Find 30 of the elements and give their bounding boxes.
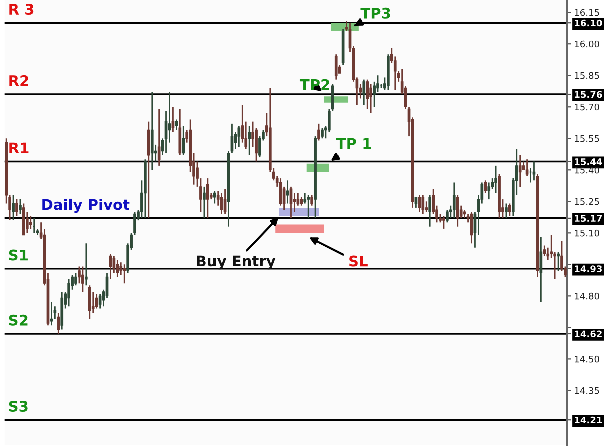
y-tick-label: 14.21 xyxy=(575,416,602,424)
y-tick-label: 14.80 xyxy=(575,292,600,300)
ref-line-label: R2 xyxy=(10,75,28,86)
y-tick-label: 15.44 xyxy=(575,158,602,166)
y-tick-label: 16.00 xyxy=(575,40,600,48)
y-tick-label: 15.25 xyxy=(575,198,600,206)
y-tick-label: 15.17 xyxy=(575,215,602,222)
ref-line-label: R1 xyxy=(10,142,29,154)
y-tick-label: 15.76 xyxy=(575,91,602,98)
y-tick-label: 14.93 xyxy=(575,266,602,272)
ref-line-label: S1 xyxy=(9,250,28,261)
y-tick-label: 16.10 xyxy=(575,20,602,27)
ref-line-label: Daily Pivot xyxy=(42,198,130,214)
y-tick-label: 16.15 xyxy=(575,9,600,16)
band-label: TP3 xyxy=(360,8,390,19)
band-label: Buy Entry xyxy=(197,256,276,270)
y-tick-label: 15.85 xyxy=(575,72,600,80)
y-tick-label: 14.50 xyxy=(575,356,600,363)
y-tick-label: 15.55 xyxy=(575,135,600,142)
ref-line-label: S2 xyxy=(9,314,28,326)
band-label: SL xyxy=(350,256,368,267)
y-tick-label: 15.70 xyxy=(575,104,600,111)
band-label: TP 1 xyxy=(336,138,372,149)
y-tick-label: 15.40 xyxy=(575,166,600,174)
y-tick-label: 15.10 xyxy=(575,230,600,237)
ref-line-label: R 3 xyxy=(10,4,34,16)
ref-line-label: S3 xyxy=(9,401,28,412)
band-label: TP2 xyxy=(300,79,330,90)
y-tick-label: 14.62 xyxy=(575,330,602,338)
y-tick-label: 14.35 xyxy=(575,387,600,394)
